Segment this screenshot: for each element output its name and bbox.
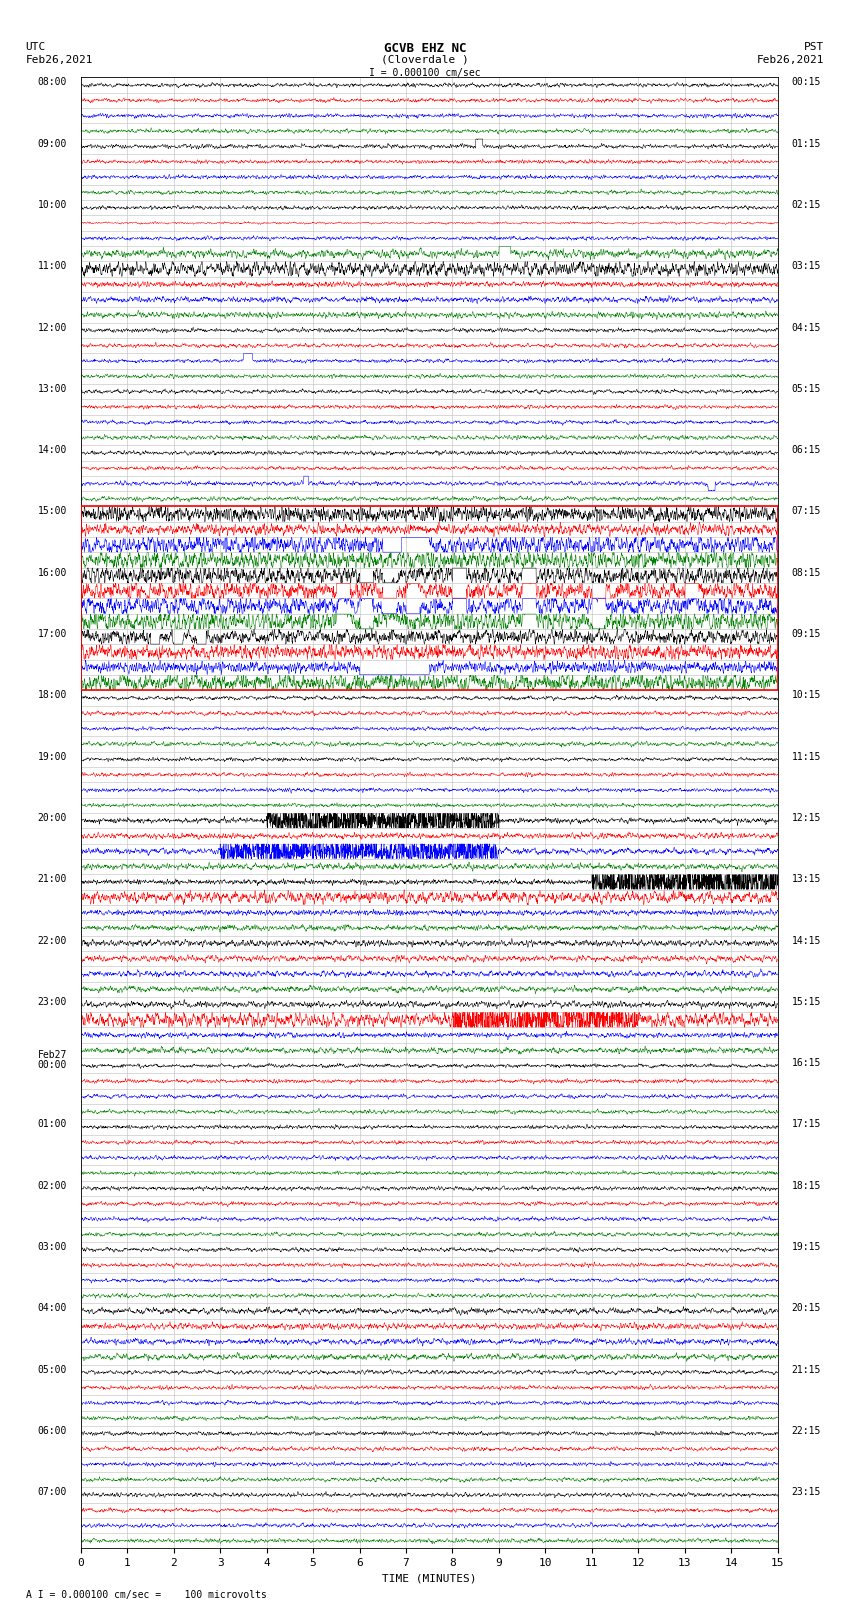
X-axis label: TIME (MINUTES): TIME (MINUTES) — [382, 1574, 477, 1584]
Text: 17:15: 17:15 — [791, 1119, 821, 1129]
Text: 11:15: 11:15 — [791, 752, 821, 761]
Text: 21:15: 21:15 — [791, 1365, 821, 1374]
Text: 00:00: 00:00 — [37, 1060, 67, 1069]
Text: 18:15: 18:15 — [791, 1181, 821, 1190]
Text: 10:00: 10:00 — [37, 200, 67, 210]
Text: 20:15: 20:15 — [791, 1303, 821, 1313]
Text: PST: PST — [804, 42, 824, 52]
Text: 09:00: 09:00 — [37, 139, 67, 148]
Text: 17:00: 17:00 — [37, 629, 67, 639]
Text: 01:00: 01:00 — [37, 1119, 67, 1129]
Text: 01:15: 01:15 — [791, 139, 821, 148]
Text: 16:00: 16:00 — [37, 568, 67, 577]
Text: 19:15: 19:15 — [791, 1242, 821, 1252]
Bar — [81, 506, 778, 690]
Text: 14:00: 14:00 — [37, 445, 67, 455]
Text: 02:15: 02:15 — [791, 200, 821, 210]
Text: A I = 0.000100 cm/sec =    100 microvolts: A I = 0.000100 cm/sec = 100 microvolts — [26, 1590, 266, 1600]
Text: 09:15: 09:15 — [791, 629, 821, 639]
Text: 23:15: 23:15 — [791, 1487, 821, 1497]
Text: Feb26,2021: Feb26,2021 — [26, 55, 93, 65]
Text: I = 0.000100 cm/sec: I = 0.000100 cm/sec — [369, 68, 481, 77]
Text: 22:00: 22:00 — [37, 936, 67, 945]
Text: 21:00: 21:00 — [37, 874, 67, 884]
Text: 22:15: 22:15 — [791, 1426, 821, 1436]
Text: 10:15: 10:15 — [791, 690, 821, 700]
Text: 05:15: 05:15 — [791, 384, 821, 394]
Text: 11:00: 11:00 — [37, 261, 67, 271]
Text: 14:15: 14:15 — [791, 936, 821, 945]
Text: 03:00: 03:00 — [37, 1242, 67, 1252]
Text: 19:00: 19:00 — [37, 752, 67, 761]
Text: 23:00: 23:00 — [37, 997, 67, 1007]
Text: 05:00: 05:00 — [37, 1365, 67, 1374]
Text: 07:15: 07:15 — [791, 506, 821, 516]
Text: 12:15: 12:15 — [791, 813, 821, 823]
Text: 08:00: 08:00 — [37, 77, 67, 87]
Text: 00:15: 00:15 — [791, 77, 821, 87]
Text: 08:15: 08:15 — [791, 568, 821, 577]
Text: 13:00: 13:00 — [37, 384, 67, 394]
Text: 13:15: 13:15 — [791, 874, 821, 884]
Text: 12:00: 12:00 — [37, 323, 67, 332]
Text: 06:00: 06:00 — [37, 1426, 67, 1436]
Text: Feb26,2021: Feb26,2021 — [757, 55, 824, 65]
Text: GCVB EHZ NC: GCVB EHZ NC — [383, 42, 467, 55]
Text: 07:00: 07:00 — [37, 1487, 67, 1497]
Text: UTC: UTC — [26, 42, 46, 52]
Text: 03:15: 03:15 — [791, 261, 821, 271]
Text: 04:15: 04:15 — [791, 323, 821, 332]
Text: 06:15: 06:15 — [791, 445, 821, 455]
Text: 20:00: 20:00 — [37, 813, 67, 823]
Text: (Cloverdale ): (Cloverdale ) — [381, 55, 469, 65]
Text: 15:15: 15:15 — [791, 997, 821, 1007]
Text: Feb27: Feb27 — [37, 1050, 67, 1060]
Text: 15:00: 15:00 — [37, 506, 67, 516]
Text: 02:00: 02:00 — [37, 1181, 67, 1190]
Text: 18:00: 18:00 — [37, 690, 67, 700]
Text: 04:00: 04:00 — [37, 1303, 67, 1313]
Text: 16:15: 16:15 — [791, 1058, 821, 1068]
